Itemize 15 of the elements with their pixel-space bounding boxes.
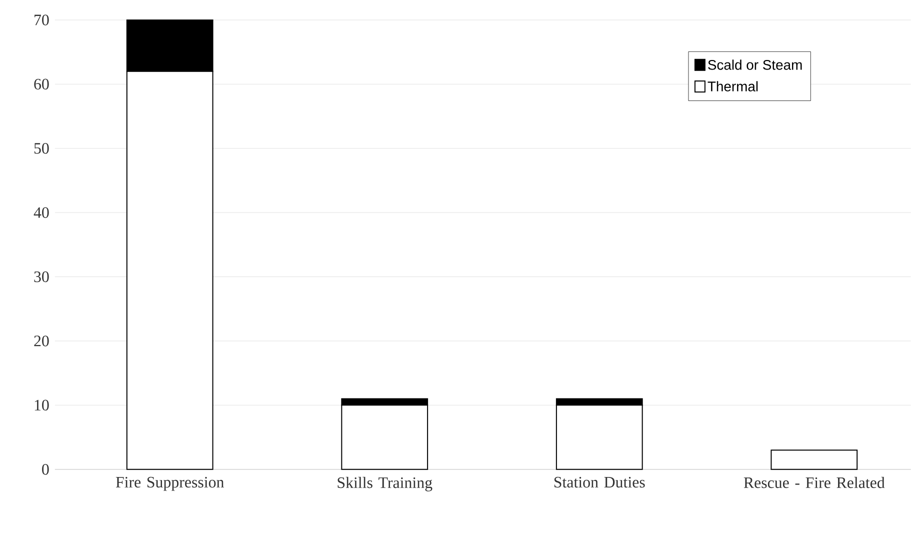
x-tick-label: Fire Suppression <box>116 476 224 491</box>
y-tick-label: 0 <box>42 464 49 475</box>
x-tick-label: Rescue - Fire Related <box>744 476 885 488</box>
legend-label: Scald or Steam <box>708 59 802 70</box>
y-tick-label: 60 <box>34 78 49 90</box>
x-tick-label: Station Duties <box>554 476 645 488</box>
y-tick-label: 70 <box>34 14 49 26</box>
y-tick-label: 30 <box>34 271 49 282</box>
y-tick-label: 10 <box>34 400 49 410</box>
y-tick-label: 50 <box>34 142 49 154</box>
x-tick-label: Skills Training <box>338 476 432 492</box>
bar <box>770 449 858 470</box>
y-tick-label: 20 <box>34 335 49 346</box>
y-tick-label: 40 <box>34 207 49 218</box>
legend-label: Thermal <box>708 81 758 92</box>
